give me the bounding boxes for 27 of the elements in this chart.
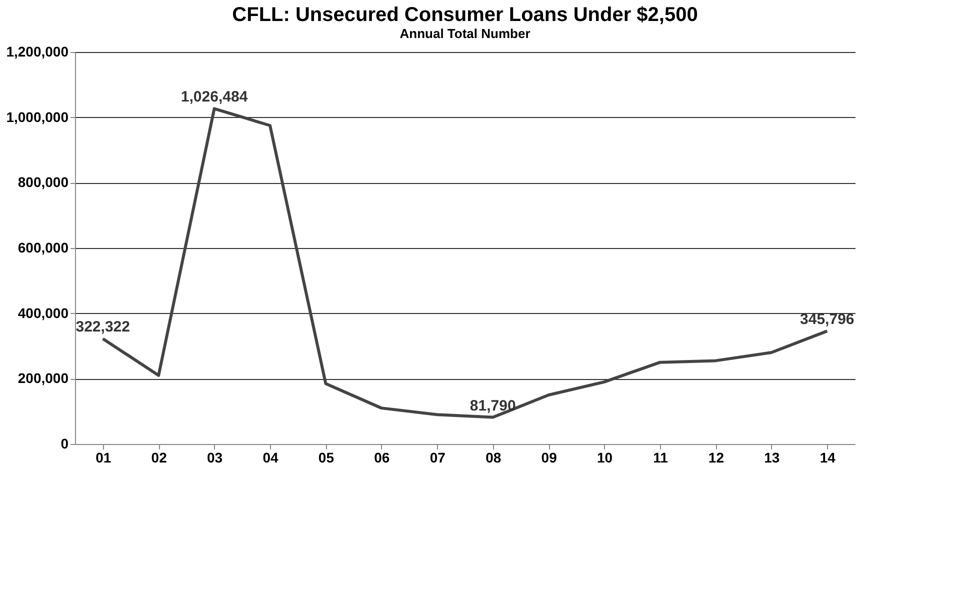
data-label: 1,026,484 [180,88,248,106]
x-tick-label: 05 [318,450,334,466]
x-tick-label: 14 [820,450,836,466]
x-tick-label: 09 [541,450,558,466]
y-tick-label: 1,000,000 [6,108,69,125]
data-label: 345,796 [800,311,854,328]
y-tick-label: 400,000 [18,304,69,321]
x-tick-label: 12 [708,450,724,466]
data-label: 81,790 [470,397,516,414]
y-tick-label: 0 [60,436,69,452]
x-tick-label: 08 [486,450,502,466]
x-tick-label: 11 [653,450,668,466]
x-tick-label: 10 [596,450,613,466]
x-tick-label: 04 [262,450,278,466]
y-tick-label: 600,000 [18,240,69,256]
chart-subtitle: Annual Total Number [400,26,530,41]
x-tick-label: 01 [96,450,112,466]
y-tick-label: 800,000 [18,174,69,190]
x-tick-label: 02 [151,450,168,466]
y-tick-label: 200,000 [18,370,69,386]
x-tick-label: 13 [764,450,780,466]
x-tick-label: 06 [374,450,390,466]
data-label: 322,322 [76,318,130,336]
chart-title: CFLL: Unsecured Consumer Loans Under $2,500 [232,4,698,26]
x-tick-label: 03 [206,450,223,466]
x-tick-label: 07 [430,450,446,466]
y-tick-label: 1,200,000 [6,44,69,60]
